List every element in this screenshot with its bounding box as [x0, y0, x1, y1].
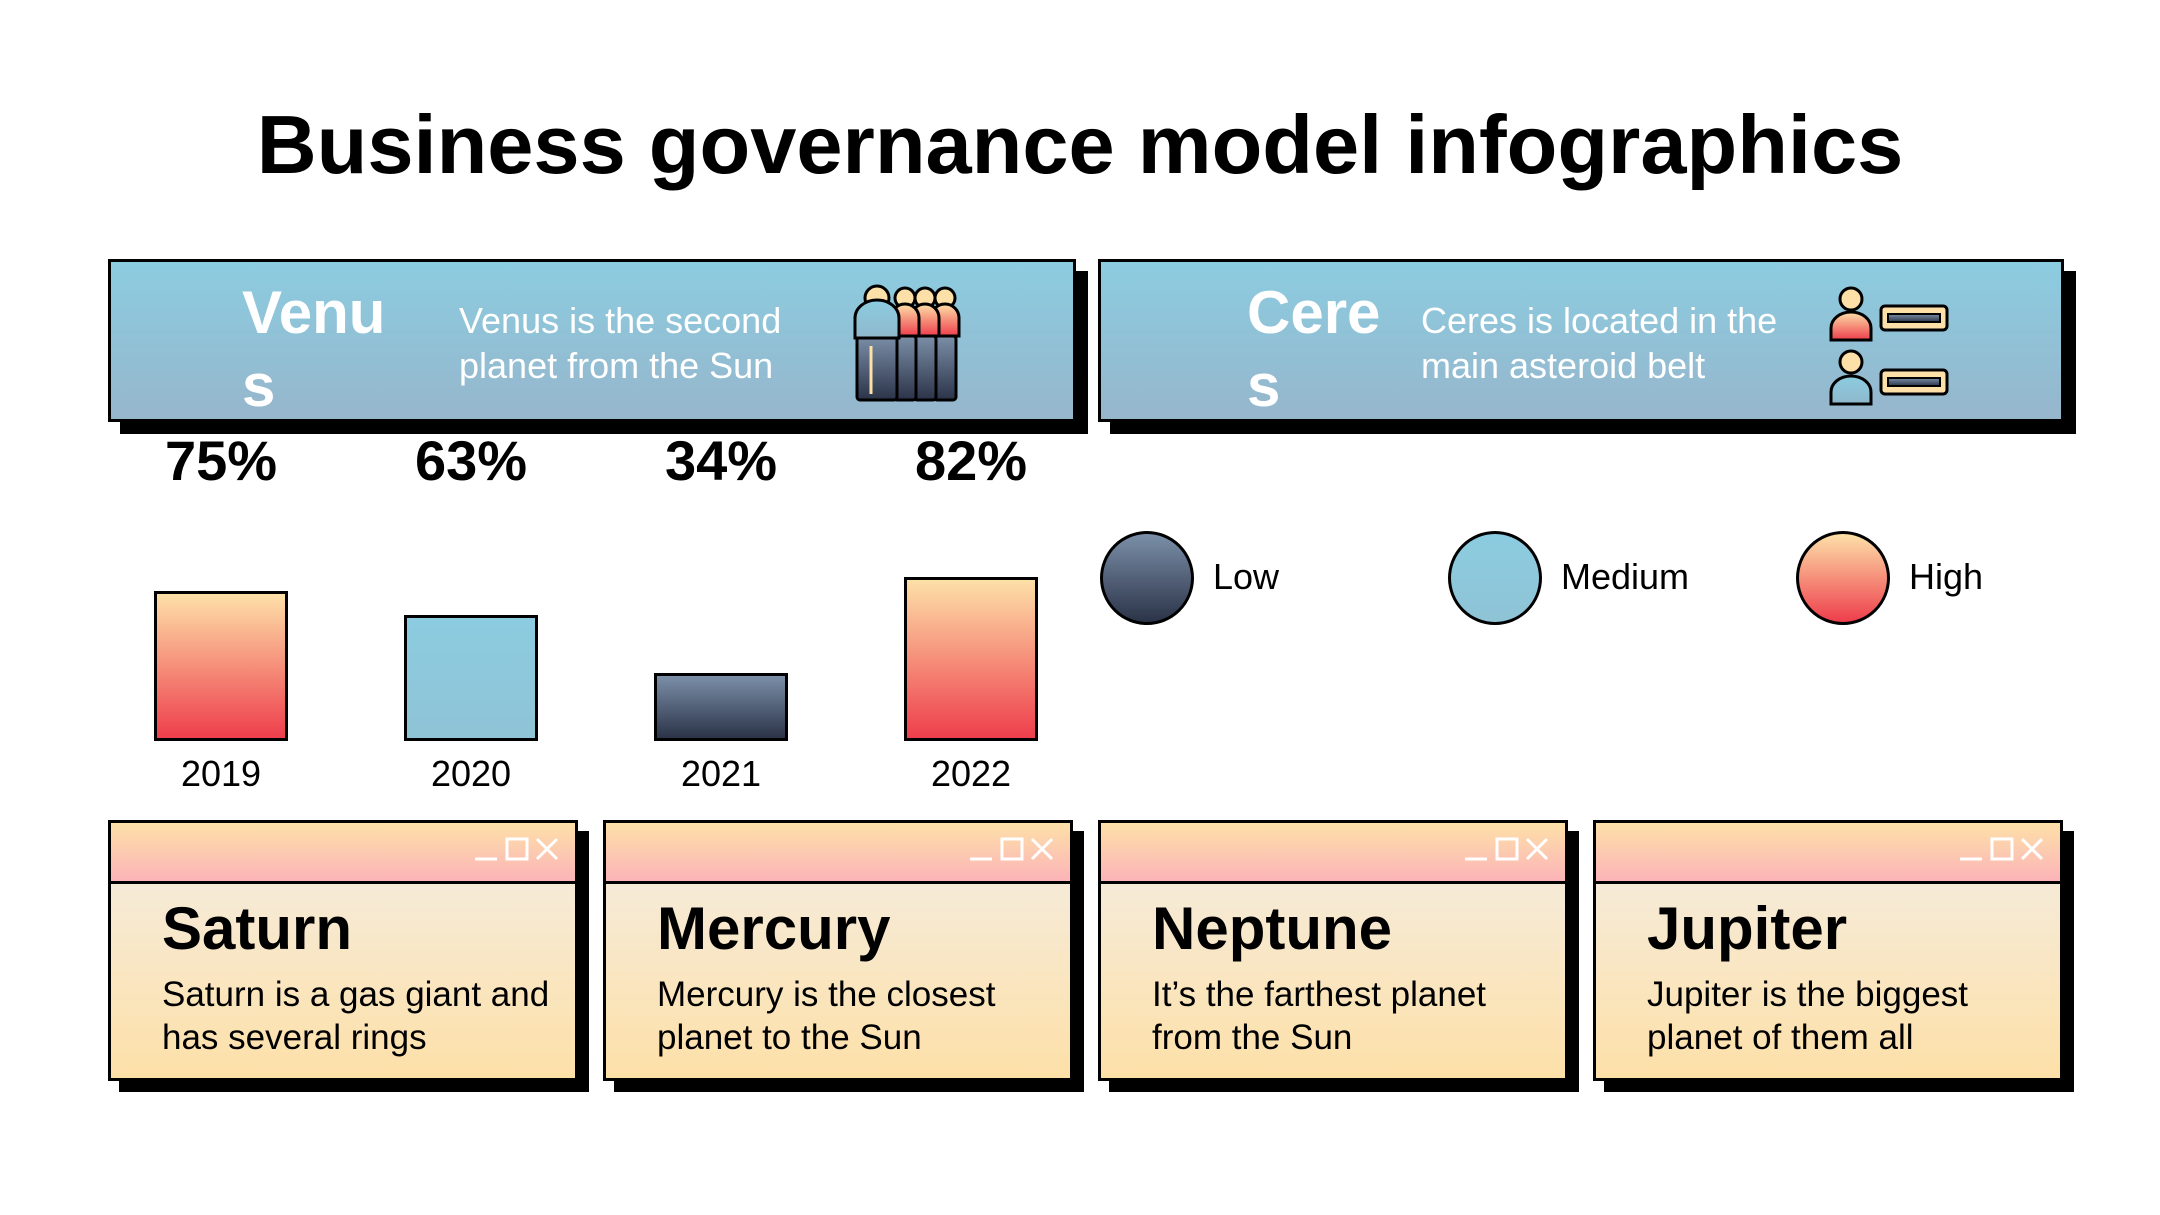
bar-value-label: 75%: [164, 429, 278, 492]
card-mercury: Mercury Mercury is the closest planet to…: [603, 820, 1073, 1081]
card-title: Mercury: [657, 895, 891, 962]
bar-value-label: 63%: [414, 429, 528, 492]
legend-medium-label: Medium: [1561, 556, 1690, 597]
group-of-people-icon: [851, 284, 971, 404]
window-title-bar: [1101, 823, 1565, 884]
window-controls-icon: [970, 837, 1054, 861]
window-title-bar: [1596, 823, 2060, 884]
bar-category-label: 2020: [430, 753, 512, 794]
page-title: Business governance model infographics: [256, 98, 1904, 191]
card-title: Jupiter: [1647, 895, 1848, 962]
card-description: It’s the farthest planet from the Sun: [1152, 975, 1487, 1057]
panel-ceres: Ceres Ceres is located in the main aster…: [1098, 259, 2064, 422]
card-title: Saturn: [162, 895, 353, 962]
card-saturn: Saturn Saturn is a gas giant and has sev…: [108, 820, 578, 1081]
card-description: Mercury is the closest planet to the Sun: [657, 975, 996, 1057]
bar-category-label: 2019: [180, 753, 262, 794]
card-description: Saturn is a gas giant and has several ri…: [162, 975, 550, 1057]
bar: [404, 615, 538, 741]
legend-low-label: Low: [1213, 556, 1280, 597]
bar-category-label: 2022: [930, 753, 1012, 794]
card-description: Jupiter is the biggest planet of them al…: [1647, 975, 1969, 1057]
panel-description: Ceres is located in the main asteroid be…: [1421, 300, 1778, 386]
window-title-bar: [606, 823, 1070, 884]
legend-low-swatch: [1100, 531, 1194, 625]
bar-value-label: 82%: [914, 429, 1028, 492]
panel-venus: Venus Venus is the second planet from th…: [108, 259, 1076, 422]
window-controls-icon: [475, 837, 559, 861]
legend-high-swatch: [1796, 531, 1890, 625]
bar-category-label: 2021: [680, 753, 762, 794]
legend-medium-swatch: [1448, 531, 1542, 625]
bar: [904, 577, 1038, 741]
bar-value-label: 34%: [664, 429, 778, 492]
legend-high-label: High: [1909, 556, 1984, 597]
card-neptune: Neptune It’s the farthest planet from th…: [1098, 820, 1568, 1081]
bar: [154, 591, 288, 741]
card-jupiter: Jupiter Jupiter is the biggest planet of…: [1593, 820, 2063, 1081]
bar: [654, 673, 788, 741]
panel-title: Venus: [242, 279, 386, 419]
card-title: Neptune: [1152, 895, 1392, 962]
panel-description: Venus is the second planet from the Sun: [459, 300, 782, 386]
window-title-bar: [111, 823, 575, 884]
window-controls-icon: [1465, 837, 1549, 861]
user-list-icon: [1827, 284, 1951, 410]
panel-title: Ceres: [1247, 279, 1381, 419]
window-controls-icon: [1960, 837, 2044, 861]
